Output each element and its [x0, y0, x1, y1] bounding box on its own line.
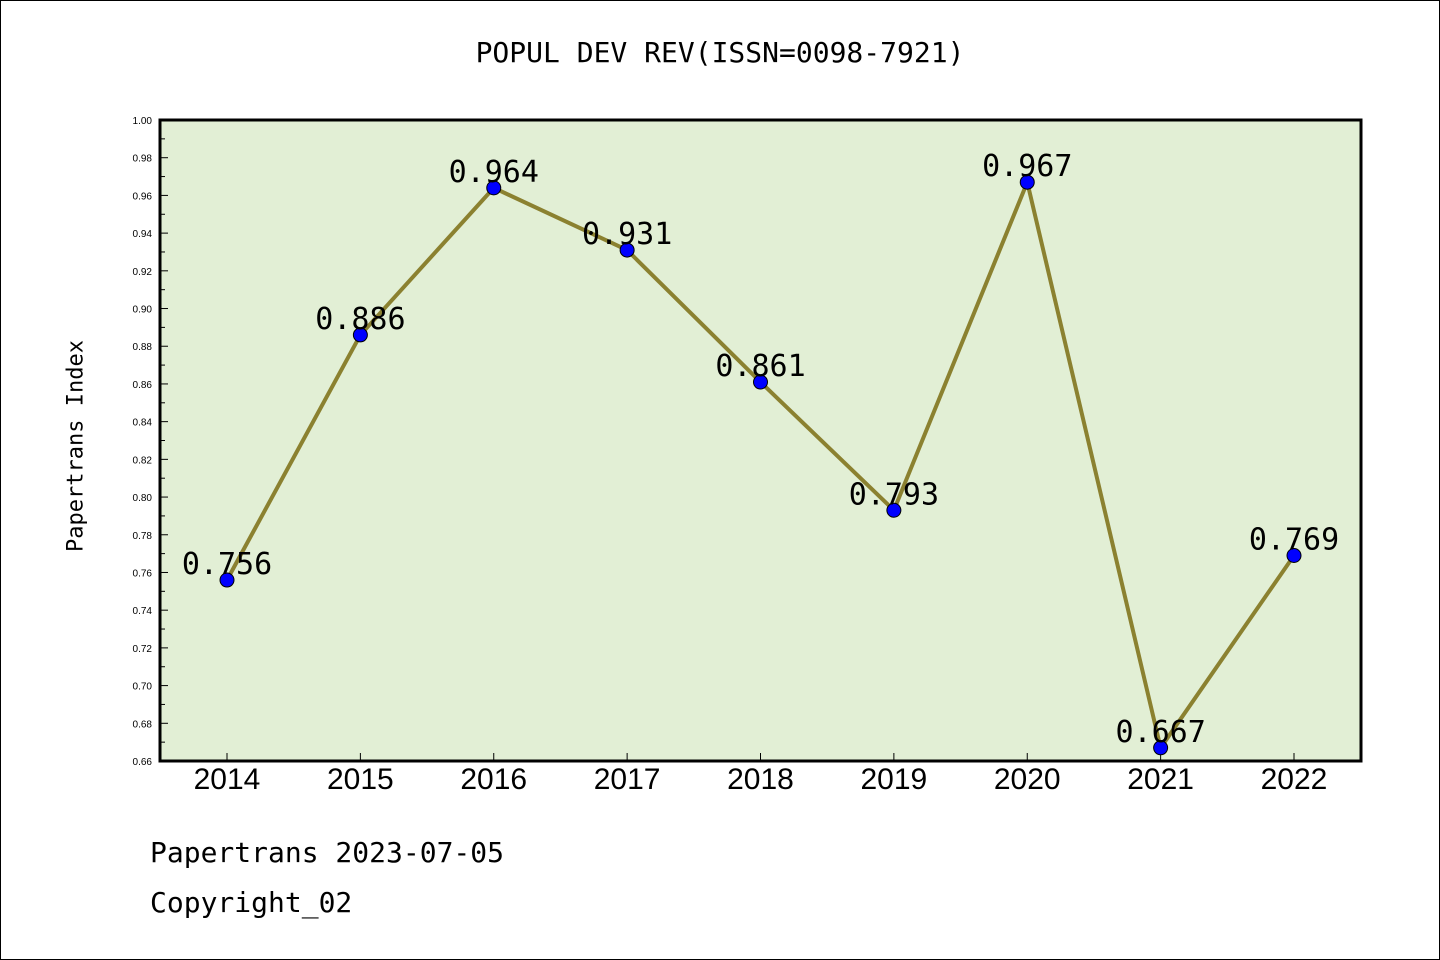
x-tick-label: 2021 — [1127, 763, 1194, 796]
x-tick-label: 2014 — [194, 763, 261, 796]
y-tick-label: 0.68 — [133, 719, 153, 730]
data-point — [753, 374, 768, 390]
y-tick-label: 0.66 — [133, 757, 153, 768]
data-point — [1019, 174, 1035, 190]
data-label: 0.886 — [315, 302, 405, 337]
data-label: 0.769 — [1249, 523, 1339, 558]
footer-copyright: Copyright_02 — [150, 886, 353, 919]
y-tick-label: 0.84 — [133, 418, 153, 429]
y-tick-label: 0.82 — [133, 455, 153, 466]
y-tick-label: 0.94 — [133, 229, 153, 240]
x-tick-label: 2019 — [861, 763, 928, 796]
data-label: 0.964 — [449, 155, 539, 190]
data-label: 0.967 — [982, 149, 1072, 184]
data-point — [619, 242, 635, 258]
data-label: 0.931 — [582, 217, 672, 252]
data-label: 0.793 — [849, 477, 939, 512]
data-point — [486, 180, 502, 196]
y-tick-label: 0.88 — [133, 342, 153, 353]
x-tick-label: 2016 — [460, 763, 527, 796]
y-tick-label: 0.70 — [133, 682, 153, 693]
x-tick-label: 2020 — [994, 763, 1061, 796]
plot-area — [158, 118, 1363, 763]
y-tick-label: 0.78 — [133, 531, 153, 542]
x-tick-label: 2015 — [327, 763, 394, 796]
y-tick-label: 0.90 — [133, 305, 153, 316]
data-label: 0.756 — [182, 547, 272, 582]
x-tick-label: 2017 — [594, 763, 661, 796]
chart-title: POPUL DEV REV(ISSN=0098-7921) — [475, 36, 965, 69]
y-tick-label: 0.80 — [133, 493, 153, 504]
y-tick-label: 1.00 — [133, 116, 153, 127]
data-point — [886, 502, 902, 518]
data-label: 0.861 — [715, 349, 805, 384]
data-label: 0.667 — [1115, 715, 1205, 750]
y-tick-label: 0.92 — [133, 267, 153, 278]
y-tick-label: 0.86 — [133, 380, 153, 391]
y-tick-label: 0.74 — [133, 606, 153, 617]
x-tick-label: 2022 — [1261, 763, 1328, 796]
x-tick-label: 2018 — [727, 763, 794, 796]
y-tick-label: 0.96 — [133, 191, 153, 202]
y-tick-label: 0.98 — [133, 154, 153, 165]
data-point — [352, 327, 368, 343]
data-point — [1153, 740, 1169, 756]
data-point — [219, 572, 235, 588]
footer-date: Papertrans 2023-07-05 — [150, 836, 505, 869]
data-point — [1286, 548, 1302, 564]
y-tick-label: 0.76 — [133, 568, 153, 579]
y-tick-label: 0.72 — [133, 644, 153, 655]
